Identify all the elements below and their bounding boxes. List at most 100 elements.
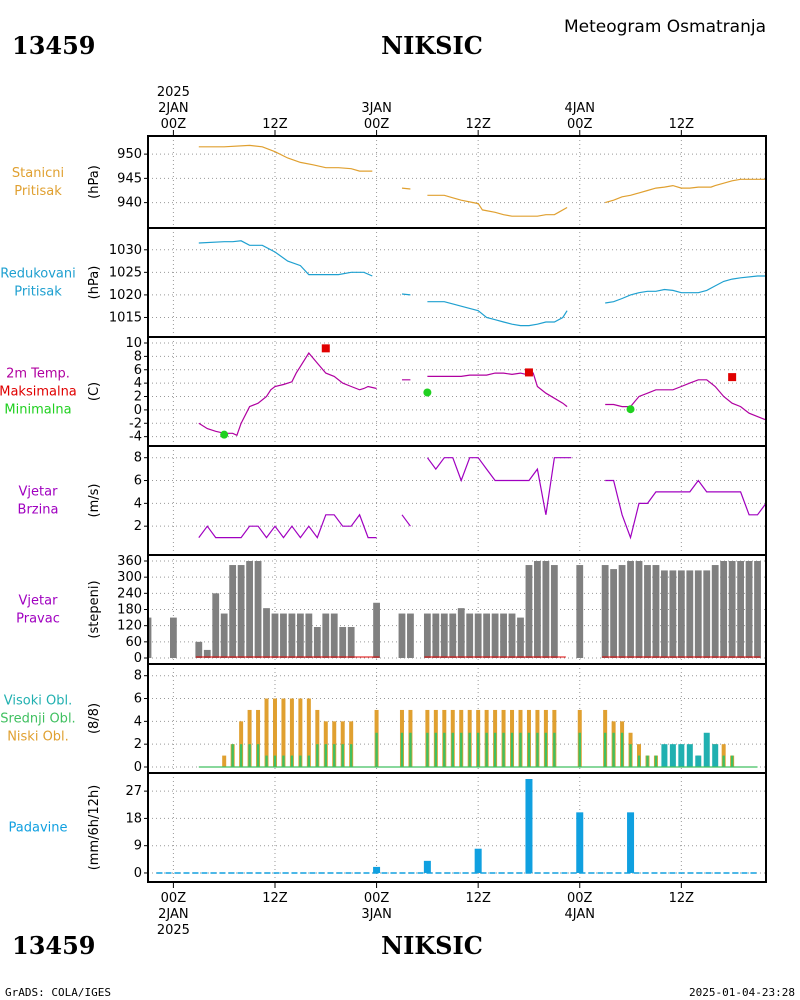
wind-dir-bar: [288, 613, 296, 658]
panel-data: [198, 457, 766, 540]
panel-name-line: Redukovani: [0, 267, 75, 282]
y-axis-label: (C): [87, 382, 102, 401]
time-tick-label: 3JAN: [361, 907, 392, 922]
cloud-mid-bar: [239, 744, 243, 767]
panel-frame: [147, 445, 767, 556]
wind-dir-bar: [500, 613, 507, 658]
wind-dir-bar: [263, 608, 270, 658]
wind-dir-bar: [313, 627, 321, 658]
wind-dir-bar: [212, 593, 220, 658]
cloud-mid-bar: [536, 732, 539, 767]
series-line: [198, 457, 766, 540]
wind-dir-bar: [169, 617, 177, 658]
cloud-mid-bar: [231, 744, 234, 767]
cloud-high-bar: [661, 744, 668, 767]
wind-dir-bar: [508, 613, 516, 658]
cloud-low-bar: [281, 698, 286, 767]
panel-name-line: Maksimalna: [0, 385, 77, 400]
panel-name-line: Vjetar: [19, 594, 59, 609]
wind-dir-bar: [542, 561, 550, 658]
time-tick-label: 3JAN: [361, 101, 392, 116]
y-tick-label: 1020: [109, 288, 142, 303]
panel-2: 1015 1020 1025 1030 (hPa) Redukovani Pritisak: [0, 227, 767, 338]
y-tick-label: 180: [117, 603, 142, 618]
cloud-mid-bar: [434, 732, 438, 767]
wind-dir-bar: [576, 565, 584, 658]
y-tick-label: 27: [125, 784, 142, 799]
cloud-high-bar: [695, 755, 702, 767]
cloud-low-bar: [289, 698, 294, 767]
wind-dir-bar: [669, 570, 677, 658]
y-tick-label: 240: [117, 586, 142, 601]
cloud-mid-bar: [620, 732, 624, 767]
cloud-mid-bar: [637, 755, 641, 767]
wind-dir-bar: [229, 565, 237, 658]
wind-dir-bar: [491, 613, 499, 658]
panel-1: 940 945 950 (hPa) Stanicni Pritisak: [12, 135, 767, 229]
time-tick-label: 00Z: [161, 891, 187, 906]
cloud-mid-bar: [476, 732, 480, 767]
cloud-low-bar: [256, 709, 261, 767]
y-tick-label: 60: [125, 635, 142, 650]
cloud-low-bar: [298, 698, 303, 767]
wind-dir-bar: [610, 569, 618, 658]
wind-dir-bar: [440, 613, 448, 658]
panel-data: [198, 144, 766, 217]
panel-6: 0 2 4 6 8 (8/8) Visoki Obl. Srednji Obl. Niski O…: [0, 663, 767, 775]
y-tick-label: 1030: [109, 243, 142, 258]
wind-dir-bar: [754, 561, 761, 658]
series-line: [198, 351, 766, 437]
wind-dir-bar: [246, 561, 253, 658]
y-tick-label: 950: [117, 147, 142, 162]
y-tick-label: 1025: [109, 265, 142, 280]
series-line: [198, 240, 766, 327]
cloud-mid-bar: [256, 744, 260, 767]
y-axis-label: (m/s): [87, 484, 102, 518]
cloud-mid-bar: [400, 732, 404, 767]
panel-name-line: Pritisak: [14, 184, 62, 199]
cloud-mid-bar: [409, 732, 412, 767]
time-tick-label: 12Z: [465, 891, 491, 906]
wind-dir-bar: [280, 613, 287, 658]
cloud-mid-bar: [730, 755, 734, 767]
wind-dir-bar: [407, 613, 414, 658]
y-tick-label: 360: [117, 554, 142, 569]
panel-data: [198, 698, 758, 768]
y-tick-label: 10: [125, 336, 142, 351]
y-tick-label: 6: [134, 363, 142, 378]
cloud-mid-bar: [510, 732, 514, 767]
cloud-high-bar: [678, 744, 685, 767]
y-axis-label: (mm/6h/12h): [87, 785, 102, 871]
time-tick-label: 2JAN: [158, 907, 189, 922]
wind-dir-bar: [644, 565, 651, 658]
y-axis-label: (8/8): [87, 703, 102, 734]
wind-dir-bar: [449, 613, 457, 658]
precip-bar: [627, 812, 635, 873]
cloud-mid-bar: [375, 732, 378, 767]
time-tick-label: 4JAN: [565, 101, 596, 116]
panel-frame: [147, 336, 767, 447]
y-tick-label: 6: [134, 474, 142, 489]
panel-data: [156, 779, 758, 874]
time-tick-label: 2025: [157, 85, 190, 100]
y-tick-label: 1015: [109, 310, 142, 325]
cloud-low-bar: [306, 698, 311, 767]
cloud-mid-bar: [578, 732, 581, 767]
cloud-low-bar: [315, 709, 320, 767]
y-tick-label: 940: [117, 196, 142, 211]
y-tick-label: 2: [134, 390, 142, 405]
panel-name-line: Minimalna: [4, 403, 71, 418]
wind-dir-bar: [148, 617, 152, 658]
time-tick-label: 00Z: [567, 891, 593, 906]
cloud-mid-bar: [603, 732, 607, 767]
panel-name-line: Pravac: [16, 612, 60, 627]
wind-dir-bar: [398, 613, 406, 658]
wind-dir-bar: [373, 602, 380, 658]
y-tick-label: 4: [134, 376, 142, 391]
y-tick-label: 0: [134, 760, 142, 775]
y-tick-label: 6: [134, 692, 142, 707]
wind-dir-bar: [330, 613, 338, 658]
cloud-high-bar: [669, 744, 676, 767]
cloud-high-bar: [712, 744, 719, 767]
